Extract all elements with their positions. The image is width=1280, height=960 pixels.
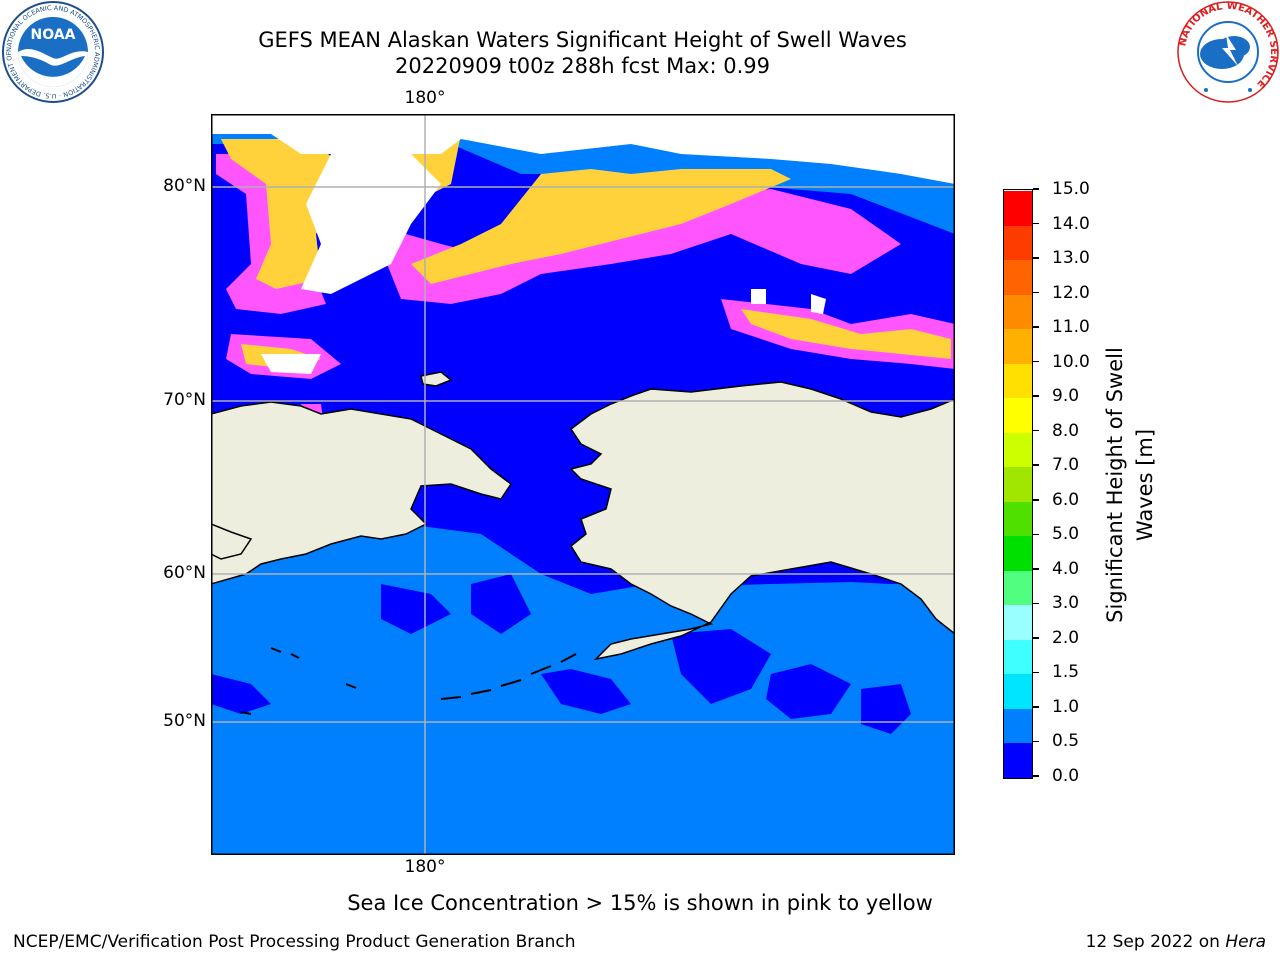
- land-alaska: [569, 381, 955, 661]
- footer-host: Hera: [1225, 932, 1266, 952]
- colorbar-segment: [1004, 328, 1032, 364]
- chart-title: GEFS MEAN Alaskan Waters Significant Hei…: [258, 28, 907, 52]
- colorbar-tick-label: 1.0: [1052, 696, 1080, 717]
- lat-label-50n: 50°N: [163, 711, 206, 731]
- footer-date-text: 12 Sep 2022 on: [1085, 932, 1226, 952]
- colorbar-tick-label: 10.0: [1052, 351, 1090, 372]
- chart-subtitle: 20220909 t00z 288h fcst Max: 0.99: [395, 54, 770, 78]
- colorbar-tick-label: 0.5: [1052, 731, 1080, 752]
- colorbar-tick-label: 7.0: [1052, 455, 1080, 476]
- colorbar-segment: [1004, 397, 1032, 433]
- colorbar-segment: [1004, 673, 1032, 709]
- aleutian-islands: [240, 647, 577, 715]
- colorbar-label-line2: Waves [m]: [1133, 428, 1157, 542]
- colorbar-segment: [1004, 466, 1032, 502]
- ice-free-area: [211, 114, 955, 374]
- colorbar-tick-mark: [1033, 775, 1039, 777]
- colorbar: [1003, 189, 1033, 779]
- colorbar-tick-mark: [1033, 499, 1039, 501]
- colorbar-tick-mark: [1033, 464, 1039, 466]
- colorbar-tick-mark: [1033, 740, 1039, 743]
- colorbar-tick-mark: [1033, 671, 1039, 674]
- land-st-lawrence-island: [420, 371, 453, 387]
- colorbar-segment: [1004, 570, 1032, 606]
- colorbar-tick-label: 0.0: [1052, 766, 1080, 786]
- colorbar-segment: [1004, 294, 1032, 330]
- colorbar-segment: [1004, 190, 1032, 226]
- colorbar-tick-label: 11.0: [1052, 317, 1090, 338]
- colorbar-tick-label: 1.5: [1052, 662, 1080, 683]
- colorbar-tick-label: 8.0: [1052, 420, 1080, 441]
- colorbar-tick-label: 9.0: [1052, 386, 1080, 407]
- lon-label-top: 180°: [404, 88, 446, 108]
- colorbar-segment: [1004, 225, 1032, 261]
- colorbar-tick-label: 2.0: [1052, 627, 1080, 648]
- colorbar-tick-label: 5.0: [1052, 524, 1080, 545]
- colorbar-tick-label: 4.0: [1052, 558, 1080, 579]
- map-frame: [211, 114, 955, 855]
- colorbar-tick-mark: [1033, 257, 1039, 259]
- colorbar-tick-mark: [1033, 291, 1039, 294]
- colorbar-segment: [1004, 501, 1032, 537]
- colorbar-tick-mark: [1033, 706, 1039, 708]
- colorbar-tick-label: 3.0: [1052, 593, 1080, 614]
- colorbar-tick-mark: [1033, 222, 1039, 225]
- nws-logo: NATIONAL WEATHER SERVICE: [1176, 0, 1280, 104]
- land-chukotka-tip: [211, 523, 253, 560]
- colorbar-segment: [1004, 639, 1032, 675]
- colorbar-tick-mark: [1033, 568, 1039, 570]
- graticule: [211, 114, 955, 855]
- colorbar-tick-mark: [1033, 533, 1039, 536]
- map-panel: [211, 114, 955, 855]
- colorbar-tick-label: 14.0: [1052, 213, 1090, 234]
- colorbar-tick-mark: [1033, 326, 1039, 328]
- colorbar-tick-label: 6.0: [1052, 489, 1080, 510]
- colorbar-segment: [1004, 432, 1032, 468]
- sea-ice-edge-pink: [216, 154, 955, 419]
- colorbar-segment: [1004, 363, 1032, 399]
- colorbar-tick-mark: [1033, 360, 1039, 363]
- colorbar-segment: [1004, 708, 1032, 744]
- land-siberia: [211, 401, 513, 585]
- colorbar-tick-mark: [1033, 188, 1039, 190]
- noaa-logo: NATIONAL OCEANIC AND ATMOSPHERIC ADMINIS…: [0, 0, 105, 104]
- footer-date: 12 Sep 2022 on Hera: [1086, 932, 1266, 952]
- colorbar-segment: [1004, 259, 1032, 295]
- colorbar-tick-mark: [1033, 637, 1039, 639]
- colorbar-tick-mark: [1033, 602, 1039, 605]
- colorbar-segment: [1004, 535, 1032, 571]
- colorbar-tick-label: 15.0: [1052, 179, 1090, 199]
- colorbar-tick-label: 12.0: [1052, 282, 1090, 303]
- lat-label-70n: 70°N: [163, 390, 206, 410]
- noaa-logo-text: NOAA: [31, 27, 76, 43]
- colorbar-label-line1: Significant Height of Swell: [1103, 347, 1127, 623]
- colorbar-tick-mark: [1033, 395, 1039, 397]
- colorbar-segment: [1004, 742, 1032, 778]
- ocean-swell-0-0-5-patches: [211, 574, 911, 734]
- colorbar-tick-label: 13.0: [1052, 248, 1090, 269]
- lon-label-bottom: 180°: [404, 857, 446, 877]
- sea-ice-note: Sea Ice Concentration > 15% is shown in …: [347, 891, 933, 915]
- footer-branch: NCEP/EMC/Verification Post Processing Pr…: [13, 932, 576, 952]
- colorbar-segment: [1004, 604, 1032, 640]
- colorbar-tick-mark: [1033, 429, 1039, 432]
- lat-label-60n: 60°N: [163, 563, 206, 583]
- lat-label-80n: 80°N: [163, 176, 206, 196]
